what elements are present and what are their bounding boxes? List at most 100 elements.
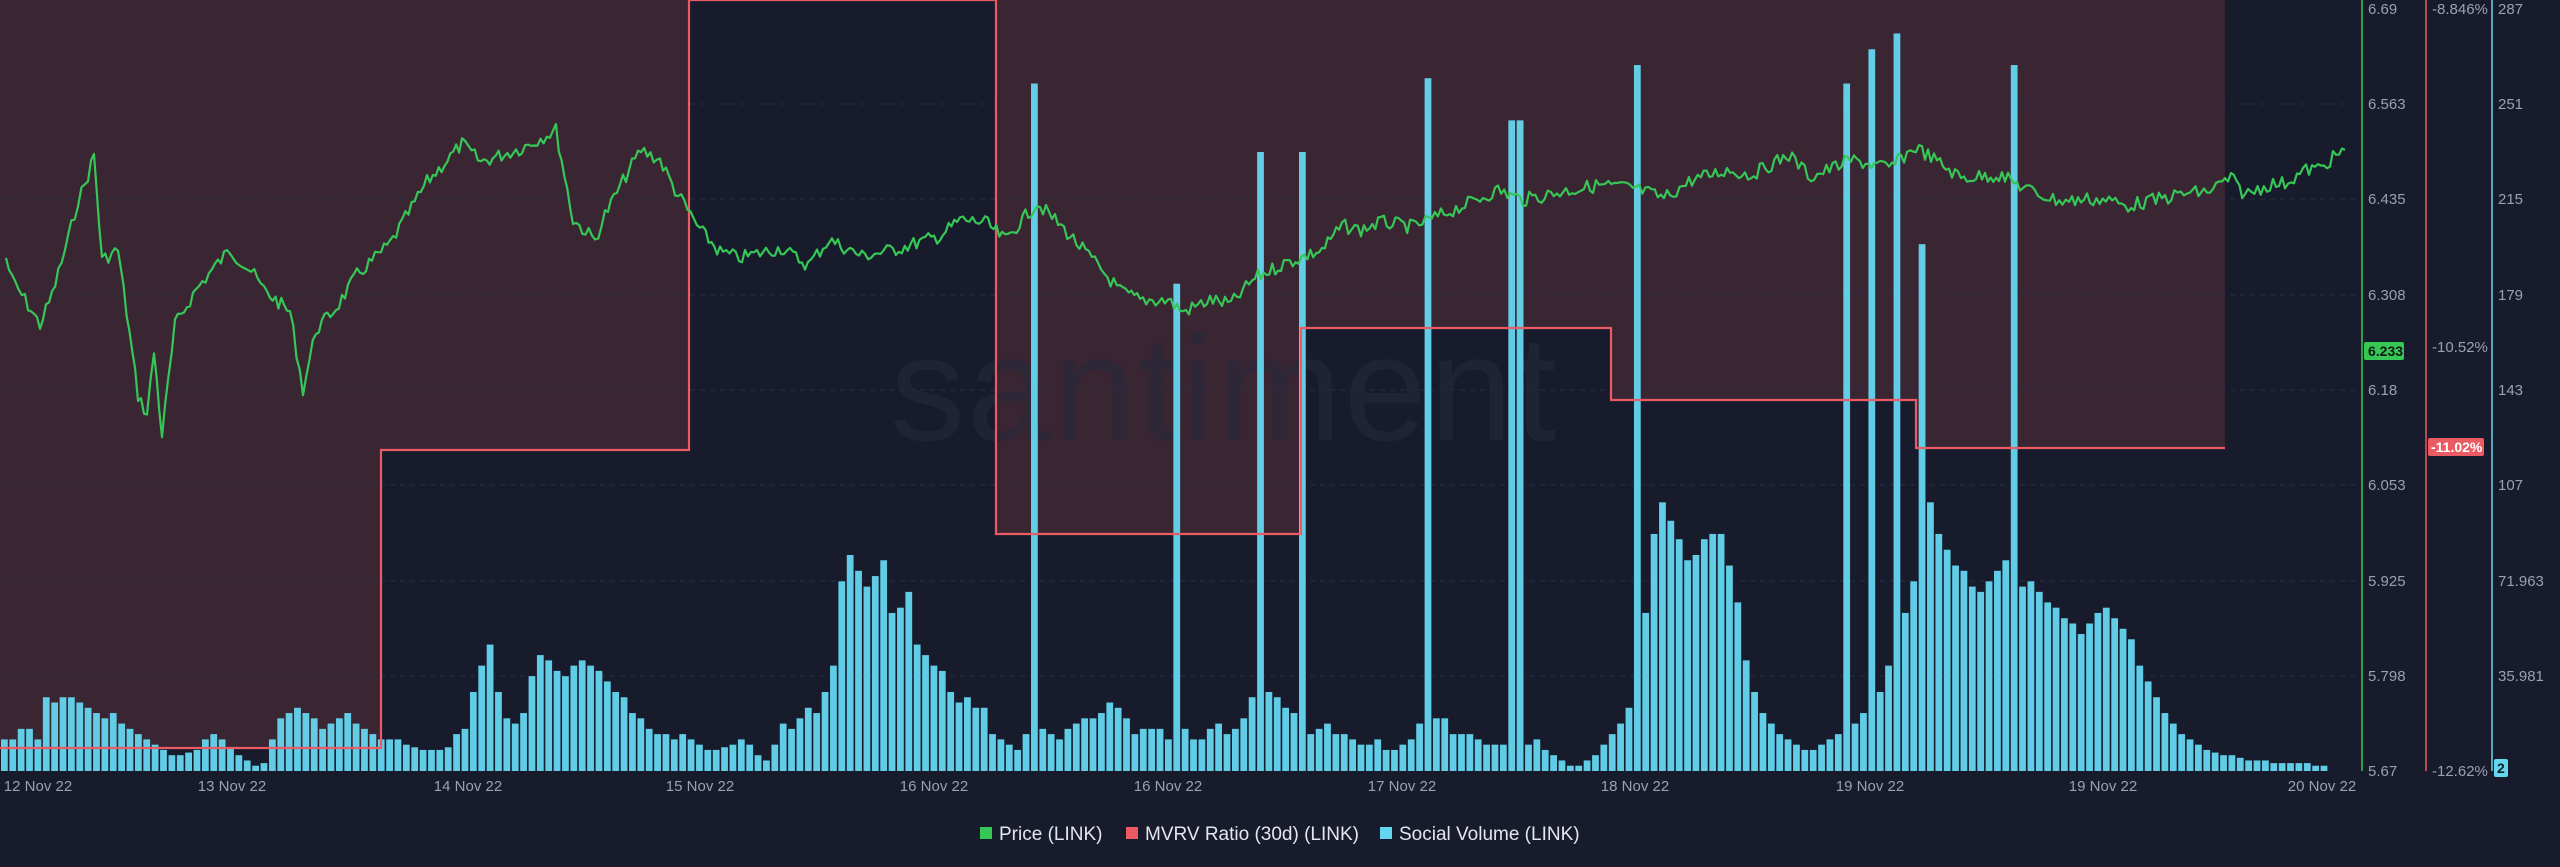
social-volume-bar <box>654 734 661 771</box>
social-volume-bar <box>1449 734 1457 771</box>
social-volume-bar <box>1968 586 1976 771</box>
social-volume-bar <box>235 755 243 771</box>
social-volume-bar <box>804 707 812 771</box>
social-volume-bar <box>1499 744 1507 771</box>
social-volume-bar <box>1206 728 1214 771</box>
social-volume-bar <box>193 749 201 771</box>
social-volume-bar <box>227 747 234 771</box>
social-volume-bar <box>1139 728 1147 771</box>
social-tick-label: 71.963 <box>2498 573 2544 590</box>
social-volume-bar <box>955 702 963 771</box>
social-volume-bar <box>1273 697 1281 771</box>
social-volume-bar <box>1240 718 1248 771</box>
axes: 6.69 6.563 6.435 6.308 6.18 6.053 5.925 5.798 5.… <box>4 0 2544 795</box>
social-volume-bar <box>972 707 980 771</box>
social-volume-bar <box>1776 734 1784 771</box>
social-volume-bar <box>2128 639 2135 771</box>
social-volume-bar <box>2019 586 2026 771</box>
social-volume-bar <box>1014 749 1022 771</box>
social-volume-bar <box>637 718 645 771</box>
social-volume-bar <box>2144 681 2152 771</box>
social-volume-bar <box>1265 691 1273 771</box>
social-volume-bar <box>210 734 218 771</box>
social-volume-bar <box>268 739 276 771</box>
social-volume-bar <box>1977 591 1985 771</box>
social-volume-bar <box>679 734 687 771</box>
social-volume-bar <box>888 612 896 771</box>
social-volume-bar <box>9 739 17 771</box>
social-volume-bar <box>913 644 921 771</box>
social-volume-bar <box>1767 723 1775 771</box>
social-volume-bar <box>1156 728 1164 771</box>
social-volume-bar <box>1550 755 1557 771</box>
social-volume-bar <box>1181 728 1189 771</box>
social-volume-bar <box>1039 728 1047 771</box>
price-line <box>4 122 2346 439</box>
social-volume-bar <box>1005 744 1013 771</box>
price-current-value: 6.233 <box>2368 343 2403 359</box>
mvrv-tick-label: -12.62% <box>2432 763 2488 780</box>
social-volume-bar <box>1600 744 1608 771</box>
social-volume-bar <box>2119 628 2127 771</box>
social-volume-bar <box>84 707 92 771</box>
social-volume-bar <box>2186 739 2194 771</box>
social-volume-bar <box>394 739 402 771</box>
social-volume-bar <box>1458 734 1465 771</box>
social-volume-bar <box>1165 739 1172 771</box>
x-tick-label: 15 Nov 22 <box>666 778 734 795</box>
social-volume-bar <box>947 691 955 771</box>
social-volume-bar <box>2278 763 2286 771</box>
social-volume-bar <box>1391 749 1398 771</box>
social-volume-bar <box>1608 734 1616 771</box>
overvalued-zone <box>1916 0 2225 448</box>
social-volume-bar <box>1173 283 1181 771</box>
social-volume-bar <box>1282 707 1290 771</box>
legend-swatch-mvrv <box>1126 827 1138 839</box>
social-volume-bar <box>1031 83 1038 772</box>
social-volume-bar <box>1717 533 1725 771</box>
social-volume-bar <box>1801 749 1809 771</box>
social-volume-bar <box>989 734 996 771</box>
social-volume-bar <box>377 739 385 771</box>
social-volume-bar <box>252 765 259 771</box>
social-volume-bar <box>51 702 59 771</box>
social-volume-bar <box>1901 612 1909 771</box>
social-volume-bar <box>1566 765 1574 771</box>
social-volume-bar <box>1047 734 1055 771</box>
social-volume-bar <box>1826 739 1834 771</box>
mvrv-current-value: -11.02% <box>2431 439 2483 455</box>
social-volume-bar <box>310 718 318 771</box>
social-volume-bar <box>1223 734 1231 771</box>
social-volume-bar <box>503 718 511 771</box>
social-volume-bar <box>1483 744 1490 771</box>
social-volume-bar <box>369 734 377 771</box>
social-volume-bar <box>2295 763 2303 771</box>
social-volume-bar <box>1064 728 1072 771</box>
social-volume-bar <box>478 665 486 771</box>
social-volume-bar <box>93 713 100 771</box>
social-tick-label: 143 <box>2498 382 2523 399</box>
santiment-watermark: santiment <box>890 304 1558 472</box>
social-volume-bar <box>1332 734 1340 771</box>
social-tick-label: 179 <box>2498 287 2523 304</box>
social-volume-bar <box>905 591 913 771</box>
social-volume-bar <box>1441 718 1449 771</box>
social-volume-bar <box>1072 723 1080 771</box>
social-volume-bar <box>1893 33 1901 771</box>
social-volume-bar <box>737 739 745 771</box>
social-volume-bar <box>1759 713 1767 771</box>
social-volume-bar <box>670 739 678 771</box>
social-volume-bar <box>67 697 75 771</box>
x-tick-label: 16 Nov 22 <box>1134 778 1202 795</box>
social-tick-label: 287 <box>2498 1 2523 18</box>
social-volume-bar <box>160 749 167 771</box>
social-volume-bar <box>1985 581 1993 771</box>
mvrv-tick-label: -8.846% <box>2432 1 2488 18</box>
social-volume-bar <box>335 718 343 771</box>
social-volume-bar <box>729 744 737 771</box>
social-volume-bar <box>1927 502 1934 771</box>
social-tick-label: 251 <box>2498 96 2523 113</box>
social-volume-bar <box>185 752 192 771</box>
x-tick-label: 19 Nov 22 <box>1836 778 1904 795</box>
